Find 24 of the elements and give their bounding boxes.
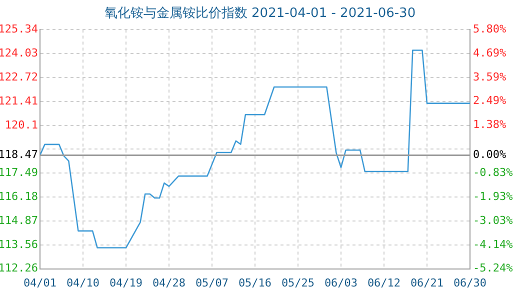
x-tick-label: 06/30 xyxy=(453,276,487,290)
x-tick-label: 04/01 xyxy=(23,276,57,290)
y2-tick-label: -1.93% xyxy=(473,190,514,203)
y2-tick-label: 3.59% xyxy=(473,70,506,84)
y-tick-label: 120.1 xyxy=(4,118,38,132)
x-tick-label: 04/10 xyxy=(66,276,100,290)
x-tick-label: 05/07 xyxy=(195,276,229,290)
x-tick-label: 06/03 xyxy=(324,276,358,290)
x-tick-label: 04/19 xyxy=(109,276,143,290)
y2-tick-label: -3.03% xyxy=(473,214,514,227)
x-tick-label: 05/25 xyxy=(281,276,315,290)
y2-tick-label: 5.80% xyxy=(473,22,506,36)
y2-tick-label: 1.38% xyxy=(473,118,506,132)
x-tick-label: 06/12 xyxy=(367,276,401,290)
y2-tick-label: 0.00% xyxy=(473,148,506,162)
y2-tick-label: -5.24% xyxy=(473,262,514,275)
x-tick-label: 06/21 xyxy=(410,276,444,290)
x-tick-label: 04/28 xyxy=(152,276,186,290)
chart-title: 氧化铵与金属铵比价指数 2021-04-01 - 2021-06-30 xyxy=(104,6,416,22)
x-tick-label: 05/16 xyxy=(238,276,272,290)
y2-tick-label: 4.69% xyxy=(473,46,506,60)
y2-tick-label: -0.83% xyxy=(473,166,514,180)
y2-tick-label: 2.49% xyxy=(473,94,506,108)
y2-tick-label: -4.14% xyxy=(473,238,514,251)
